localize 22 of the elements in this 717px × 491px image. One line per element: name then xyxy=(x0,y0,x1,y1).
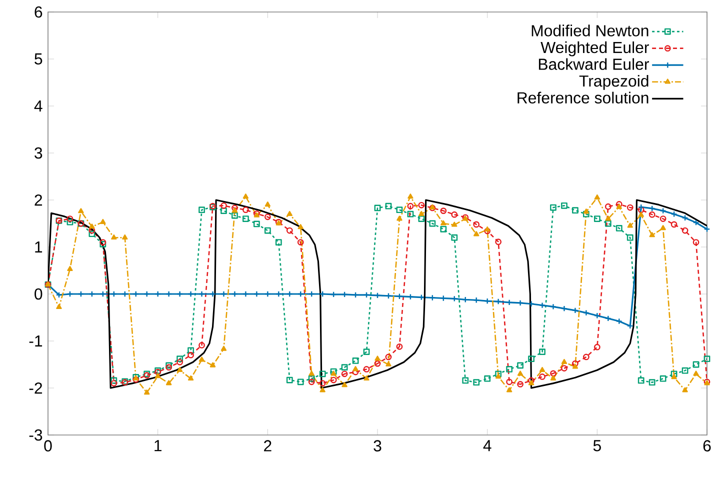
y-tick-label: 1 xyxy=(35,242,42,252)
y-tick-label: -3 xyxy=(29,429,42,441)
x-tick-label: 6 xyxy=(703,440,711,452)
x-tick-label: 0 xyxy=(44,440,52,452)
x-tick-label: 4 xyxy=(483,440,492,452)
y-tick-label: 2 xyxy=(34,194,42,206)
y-tick-label: 6 xyxy=(34,6,42,18)
x-tick-label: 1 xyxy=(154,440,162,452)
legend-label: Reference solution xyxy=(518,92,648,104)
y-tick-label: -1 xyxy=(29,336,42,346)
legend-label: Modified Newton xyxy=(532,24,648,36)
x-tick-label: 3 xyxy=(374,440,382,452)
legend-label: Weighted Euler xyxy=(540,41,649,56)
y-tick-label: -2 xyxy=(29,382,42,394)
legend-label: Backward Euler xyxy=(538,58,649,70)
x-tick-label: 2 xyxy=(264,440,272,452)
y-tick-label: 5 xyxy=(34,53,42,65)
y-tick-label: 0 xyxy=(34,288,42,300)
legend-label: Trapezoid xyxy=(579,74,648,90)
y-tick-label: 3 xyxy=(34,147,42,159)
x-tick-label: 5 xyxy=(593,440,601,452)
y-tick-label: 4 xyxy=(34,100,42,112)
